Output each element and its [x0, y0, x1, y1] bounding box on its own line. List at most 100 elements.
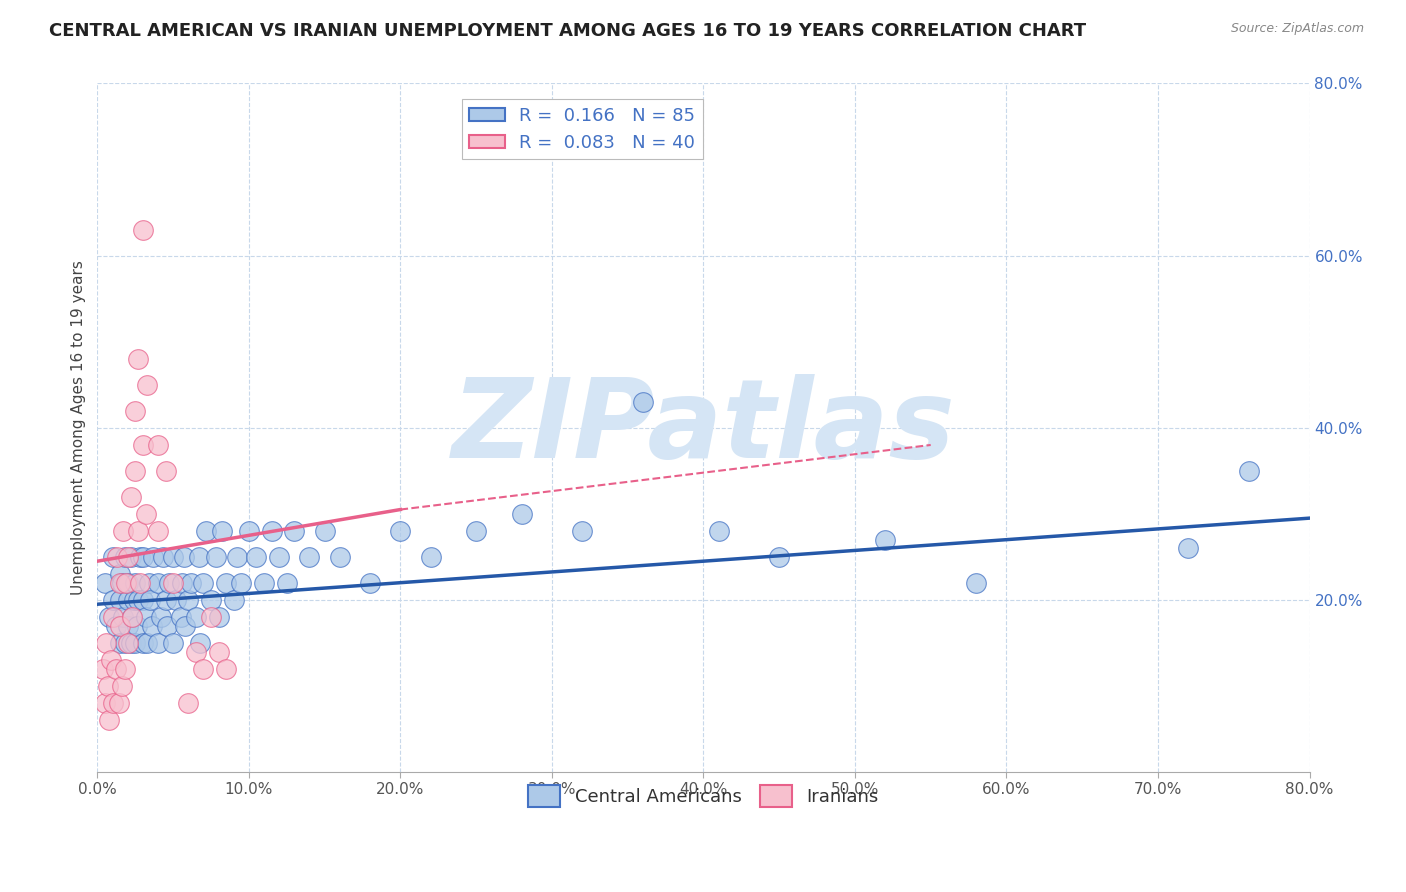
Point — [187, 549, 209, 564]
Point — [132, 223, 155, 237]
Point — [115, 575, 138, 590]
Point — [200, 610, 222, 624]
Point — [165, 593, 187, 607]
Point — [128, 549, 150, 564]
Point — [107, 696, 129, 710]
Point — [184, 644, 207, 658]
Point — [195, 524, 218, 538]
Point — [1177, 541, 1199, 556]
Point — [389, 524, 412, 538]
Point — [276, 575, 298, 590]
Point — [125, 619, 148, 633]
Point — [707, 524, 730, 538]
Point — [114, 636, 136, 650]
Point — [146, 524, 169, 538]
Point — [184, 610, 207, 624]
Point — [631, 395, 654, 409]
Point — [142, 549, 165, 564]
Point — [105, 549, 128, 564]
Point — [132, 438, 155, 452]
Point — [245, 549, 267, 564]
Point — [117, 575, 139, 590]
Text: Source: ZipAtlas.com: Source: ZipAtlas.com — [1230, 22, 1364, 36]
Point — [150, 610, 173, 624]
Point — [97, 679, 120, 693]
Point — [329, 549, 352, 564]
Point — [124, 575, 146, 590]
Point — [98, 610, 121, 624]
Point — [1237, 464, 1260, 478]
Point — [207, 644, 229, 658]
Point — [121, 610, 143, 624]
Point — [127, 524, 149, 538]
Point — [96, 636, 118, 650]
Legend: Central Americans, Iranians: Central Americans, Iranians — [520, 778, 886, 814]
Point — [120, 490, 142, 504]
Point — [155, 593, 177, 607]
Point — [173, 549, 195, 564]
Point — [108, 575, 131, 590]
Point — [177, 696, 200, 710]
Point — [108, 593, 131, 607]
Point — [162, 549, 184, 564]
Point — [117, 593, 139, 607]
Point — [225, 549, 247, 564]
Point — [117, 549, 139, 564]
Point — [104, 619, 127, 633]
Point — [155, 464, 177, 478]
Point — [172, 575, 194, 590]
Y-axis label: Unemployment Among Ages 16 to 19 years: Unemployment Among Ages 16 to 19 years — [72, 260, 86, 595]
Point — [231, 575, 253, 590]
Point — [193, 575, 215, 590]
Point — [114, 549, 136, 564]
Point — [101, 549, 124, 564]
Point — [132, 636, 155, 650]
Point — [260, 524, 283, 538]
Point — [117, 619, 139, 633]
Point — [314, 524, 336, 538]
Point — [114, 662, 136, 676]
Point — [146, 438, 169, 452]
Point — [174, 619, 197, 633]
Point — [93, 662, 115, 676]
Point — [100, 653, 122, 667]
Point — [141, 619, 163, 633]
Point — [135, 610, 157, 624]
Point — [211, 524, 233, 538]
Point — [283, 524, 305, 538]
Point — [204, 549, 226, 564]
Point — [110, 679, 132, 693]
Point — [200, 593, 222, 607]
Point — [136, 636, 159, 650]
Point — [136, 377, 159, 392]
Point — [98, 714, 121, 728]
Point — [101, 696, 124, 710]
Point — [222, 593, 245, 607]
Point — [156, 619, 179, 633]
Point — [124, 464, 146, 478]
Point — [112, 610, 135, 624]
Point — [465, 524, 488, 538]
Point — [238, 524, 260, 538]
Point — [104, 662, 127, 676]
Point — [571, 524, 593, 538]
Point — [298, 549, 321, 564]
Point — [215, 575, 238, 590]
Point — [94, 575, 117, 590]
Point — [193, 662, 215, 676]
Point — [108, 636, 131, 650]
Point — [269, 549, 291, 564]
Point — [110, 575, 132, 590]
Point — [108, 619, 131, 633]
Point — [510, 507, 533, 521]
Point — [124, 403, 146, 417]
Point — [94, 696, 117, 710]
Point — [124, 636, 146, 650]
Point — [132, 593, 155, 607]
Point — [101, 610, 124, 624]
Point — [121, 610, 143, 624]
Point — [180, 575, 202, 590]
Point — [139, 593, 162, 607]
Point — [122, 593, 145, 607]
Point — [170, 610, 193, 624]
